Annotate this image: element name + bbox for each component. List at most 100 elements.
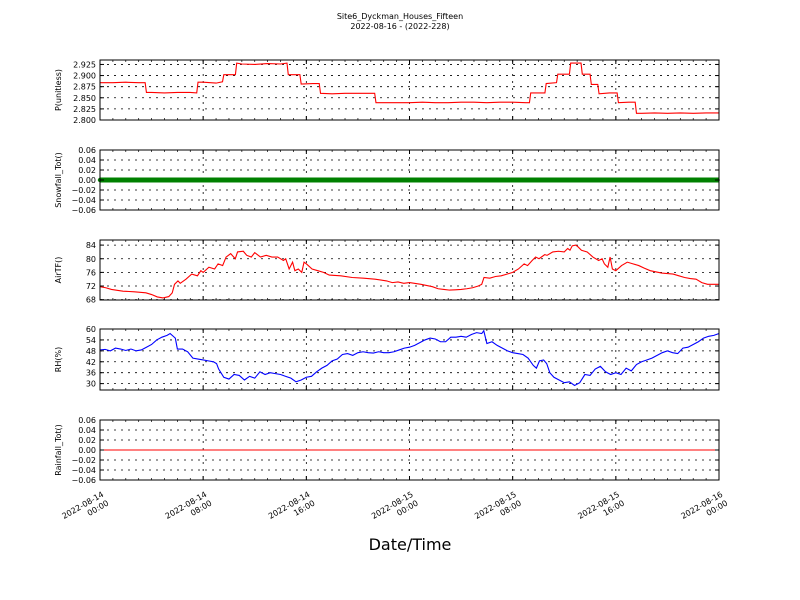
series-marker [382, 177, 387, 183]
series-marker [376, 177, 381, 183]
series-marker [251, 177, 256, 183]
series-marker [709, 177, 714, 183]
series-marker [609, 177, 615, 183]
series-marker [120, 177, 125, 183]
series-marker [171, 177, 176, 183]
series-marker [469, 177, 474, 183]
chart-panel-3: 68 72 76 80 84 AirTF() [54, 239, 720, 305]
series-marker [696, 177, 701, 183]
series-marker [693, 177, 698, 183]
series-marker [264, 177, 269, 183]
series-marker [491, 177, 496, 183]
series-marker [606, 177, 611, 183]
series-marker [437, 177, 442, 183]
y-tick-label: 2.900 [73, 72, 96, 81]
series-marker [113, 177, 119, 183]
y-tick-label: −0.02 [71, 186, 96, 195]
series-marker [661, 177, 666, 183]
series-marker [462, 177, 467, 183]
series-marker [600, 177, 605, 183]
series-marker [126, 177, 131, 183]
series-marker [277, 177, 282, 183]
series-marker [533, 177, 538, 183]
series-marker [357, 177, 362, 183]
series-marker [571, 177, 576, 183]
series-marker [261, 177, 266, 183]
series-marker [677, 177, 682, 183]
series-marker [440, 177, 445, 183]
series-marker [257, 177, 263, 183]
series-marker [465, 177, 471, 183]
series-marker [536, 177, 541, 183]
y-tick-label: 0.00 [78, 176, 96, 185]
series-marker [136, 177, 141, 183]
series-marker [331, 177, 336, 183]
series-marker [184, 177, 189, 183]
series-marker [485, 177, 490, 183]
series-marker [520, 177, 525, 183]
series-marker [197, 177, 202, 183]
series-marker [328, 177, 333, 183]
series-marker [389, 177, 394, 183]
series-marker [219, 177, 224, 183]
series-marker [337, 177, 343, 183]
series-marker [427, 177, 432, 183]
series-marker [299, 177, 304, 183]
series-marker [123, 177, 128, 183]
series-marker [229, 177, 234, 183]
series-marker [350, 177, 355, 183]
series-marker [216, 177, 221, 183]
series-marker [318, 177, 323, 183]
series-marker [241, 177, 247, 183]
series-marker [584, 177, 589, 183]
series-marker [705, 177, 711, 183]
series-marker [430, 177, 435, 183]
series-marker [158, 177, 163, 183]
y-axis-label: Snowfall_Tot() [54, 152, 63, 208]
plot-frame [99, 328, 720, 391]
series-marker [638, 177, 643, 183]
y-tick-label: 54 [86, 336, 96, 345]
series-marker [561, 177, 567, 183]
y-tick-label: 0.04 [78, 156, 96, 165]
series-marker [664, 177, 669, 183]
series-marker [568, 177, 573, 183]
series-marker [280, 177, 285, 183]
y-tick-label: −0.04 [71, 466, 96, 475]
series-marker [405, 177, 410, 183]
y-tick-label: 2.850 [73, 94, 96, 103]
series-marker [398, 177, 403, 183]
series-marker [200, 177, 205, 183]
series-marker [667, 177, 672, 183]
chart-panel-1: 2.800 2.825 2.850 2.875 2.900 2.925 P(unitless… [54, 59, 720, 125]
y-tick-label: 0.06 [78, 146, 96, 155]
y-tick-label: 30 [86, 380, 96, 389]
series-marker [526, 177, 531, 183]
series-marker [203, 177, 208, 183]
y-tick-label: 72 [86, 282, 96, 291]
series-marker [565, 177, 570, 183]
series-marker [325, 177, 330, 183]
series-marker [411, 177, 416, 183]
series-marker [104, 177, 109, 183]
series-marker [139, 177, 144, 183]
series-marker [683, 177, 688, 183]
series-marker [373, 177, 378, 183]
series-marker [395, 177, 400, 183]
y-tick-label: 76 [86, 268, 96, 277]
series-marker [481, 177, 487, 183]
series-marker [421, 177, 426, 183]
y-tick-label: 0.00 [78, 446, 96, 455]
series-marker [449, 177, 455, 183]
y-tick-label: 36 [86, 369, 96, 378]
y-tick-label: 2.800 [73, 116, 96, 125]
series-marker [517, 177, 522, 183]
series-marker [651, 177, 656, 183]
series-marker [321, 177, 327, 183]
series-marker [545, 177, 551, 183]
series-marker [574, 177, 579, 183]
series-marker [369, 177, 375, 183]
